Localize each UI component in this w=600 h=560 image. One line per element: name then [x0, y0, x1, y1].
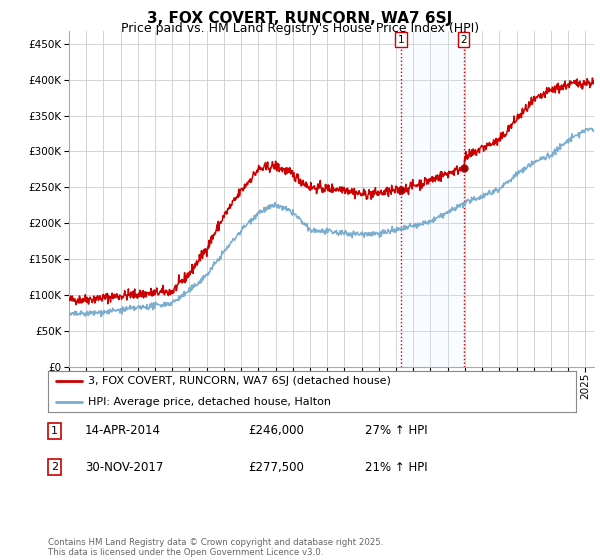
Text: 1: 1 — [398, 35, 404, 45]
Text: Contains HM Land Registry data © Crown copyright and database right 2025.
This d: Contains HM Land Registry data © Crown c… — [48, 538, 383, 557]
Text: 21% ↑ HPI: 21% ↑ HPI — [365, 461, 427, 474]
Text: 3, FOX COVERT, RUNCORN, WA7 6SJ (detached house): 3, FOX COVERT, RUNCORN, WA7 6SJ (detache… — [88, 376, 391, 386]
Text: HPI: Average price, detached house, Halton: HPI: Average price, detached house, Halt… — [88, 396, 331, 407]
Text: 30-NOV-2017: 30-NOV-2017 — [85, 461, 163, 474]
Text: 1: 1 — [50, 426, 58, 436]
Text: £246,000: £246,000 — [248, 424, 305, 437]
Text: 2: 2 — [460, 35, 467, 45]
Text: 3, FOX COVERT, RUNCORN, WA7 6SJ: 3, FOX COVERT, RUNCORN, WA7 6SJ — [148, 11, 452, 26]
Text: £277,500: £277,500 — [248, 461, 305, 474]
Text: 2: 2 — [50, 462, 58, 472]
Text: Price paid vs. HM Land Registry's House Price Index (HPI): Price paid vs. HM Land Registry's House … — [121, 22, 479, 35]
Text: 27% ↑ HPI: 27% ↑ HPI — [365, 424, 427, 437]
Bar — [401, 31, 464, 367]
Text: 14-APR-2014: 14-APR-2014 — [85, 424, 161, 437]
